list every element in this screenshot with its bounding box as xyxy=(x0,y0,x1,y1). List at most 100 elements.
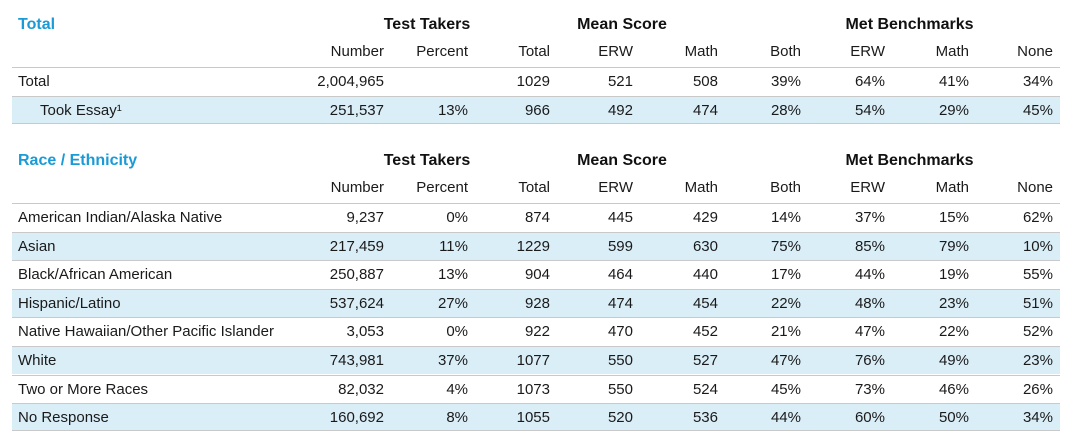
cell-none: 62% xyxy=(1022,209,1053,226)
cell-erw: 599 xyxy=(607,237,633,255)
cell-number: 251,537 xyxy=(329,101,384,119)
cell-both: 75% xyxy=(770,237,801,255)
cell-percent: 13% xyxy=(437,101,468,119)
cell-math: 474 xyxy=(692,101,718,119)
cell-erw: 521 xyxy=(607,73,633,90)
col-header-none: None xyxy=(1017,179,1053,196)
cell-number: 9,237 xyxy=(346,209,384,226)
cell-number: 3,053 xyxy=(346,323,384,341)
cell-erw: 550 xyxy=(607,352,633,369)
cell-both: 39% xyxy=(770,73,801,90)
row-label: White xyxy=(18,352,57,369)
total-section: Total Test Takers Mean Score Met Benchma… xyxy=(12,10,1060,128)
row-label: No Response xyxy=(18,409,109,427)
cell-met-math: 79% xyxy=(938,237,969,255)
row-label: Native Hawaiian/Other Pacific Islander xyxy=(18,323,274,341)
cell-total: 966 xyxy=(524,101,550,119)
col-header-erw: ERW xyxy=(598,43,633,60)
race-section: Race / Ethnicity Test Takers Mean Score … xyxy=(12,146,1060,440)
cell-number: 160,692 xyxy=(329,409,384,427)
group-header-met-benchmarks: Met Benchmarks xyxy=(845,152,974,169)
cell-erw: 474 xyxy=(607,294,633,312)
cell-percent: 8% xyxy=(446,409,468,427)
cell-total: 1229 xyxy=(516,237,550,255)
cell-erw: 464 xyxy=(607,266,633,284)
cell-met-erw: 37% xyxy=(854,209,885,226)
cell-percent: 0% xyxy=(446,323,468,341)
cell-both: 22% xyxy=(770,294,801,312)
cell-none: 52% xyxy=(1022,323,1053,341)
cell-met-erw: 64% xyxy=(854,73,885,90)
cell-met-math: 15% xyxy=(938,209,969,226)
cell-percent: 11% xyxy=(439,237,468,255)
cell-number: 743,981 xyxy=(329,352,384,369)
cell-none: 23% xyxy=(1022,352,1053,369)
cell-none: 55% xyxy=(1022,266,1053,284)
cell-number: 217,459 xyxy=(329,237,384,255)
row-label: Total xyxy=(18,73,50,90)
col-header-erw: ERW xyxy=(598,179,633,196)
table-row: Total 2,004,965 1029 521 508 39% 64% 41% 34% xyxy=(12,67,1060,95)
cell-total: 904 xyxy=(524,266,550,284)
col-header-math: Math xyxy=(684,43,718,60)
cell-met-math: 46% xyxy=(938,380,969,398)
cell-met-erw: 73% xyxy=(854,380,885,398)
cell-none: 34% xyxy=(1022,73,1053,90)
cell-both: 14% xyxy=(770,209,801,226)
col-header-both: Both xyxy=(770,179,801,196)
cell-met-erw: 60% xyxy=(854,409,885,427)
cell-both: 45% xyxy=(770,380,801,398)
col-header-none: None xyxy=(1017,43,1053,60)
table-row: No Response 160,692 8% 1055 520 536 44% 60% 50% 3… xyxy=(12,403,1060,432)
table-row: White 743,981 37% 1077 550 527 47% 76% 49% 23% xyxy=(12,346,1060,374)
cell-met-math: 49% xyxy=(938,352,969,369)
group-header-mean-score: Mean Score xyxy=(577,152,667,169)
cell-erw: 520 xyxy=(607,409,633,427)
cell-erw: 445 xyxy=(607,209,633,226)
cell-both: 17% xyxy=(770,266,801,284)
row-label: Hispanic/Latino xyxy=(18,294,121,312)
cell-met-math: 22% xyxy=(938,323,969,341)
cell-met-erw: 85% xyxy=(854,237,885,255)
section-title-total: Total xyxy=(18,16,56,33)
cell-met-erw: 76% xyxy=(854,352,885,369)
col-header-total: Total xyxy=(518,43,550,60)
cell-met-math: 19% xyxy=(938,266,969,284)
section-title-race: Race / Ethnicity xyxy=(18,152,138,169)
cell-math: 429 xyxy=(692,209,718,226)
table-row: Asian 217,459 11% 1229 599 630 75% 85% 79% 10% xyxy=(12,231,1060,260)
table-row: Hispanic/Latino 537,624 27% 928 474 454 22% 48%… xyxy=(12,288,1060,317)
cell-none: 51% xyxy=(1022,294,1053,312)
cell-total: 1077 xyxy=(516,352,550,369)
row-label: Black/African American xyxy=(18,266,173,284)
group-header-test-takers: Test Takers xyxy=(383,152,471,169)
table-row: Two or More Races 82,032 4% 1073 550 524 45% 73… xyxy=(12,374,1060,403)
group-header-met-benchmarks: Met Benchmarks xyxy=(845,16,974,33)
col-header-percent: Percent xyxy=(416,43,468,60)
cell-percent: 13% xyxy=(437,266,468,284)
cell-both: 21% xyxy=(770,323,801,341)
col-header-met-math: Math xyxy=(935,43,969,60)
col-header-met-erw: ERW xyxy=(850,179,885,196)
cell-met-math: 50% xyxy=(938,409,969,427)
cell-number: 2,004,965 xyxy=(317,73,384,90)
cell-met-math: 41% xyxy=(938,73,969,90)
cell-erw: 470 xyxy=(607,323,633,341)
cell-none: 10% xyxy=(1022,237,1053,255)
cell-both: 47% xyxy=(770,352,801,369)
cell-met-erw: 44% xyxy=(854,266,885,284)
cell-math: 527 xyxy=(692,352,718,369)
cell-met-erw: 48% xyxy=(854,294,885,312)
col-header-percent: Percent xyxy=(416,179,468,196)
col-header-number: Number xyxy=(330,179,384,196)
cell-number: 82,032 xyxy=(338,380,384,398)
cell-none: 26% xyxy=(1022,380,1053,398)
col-header-met-erw: ERW xyxy=(850,43,885,60)
cell-percent: 27% xyxy=(437,294,468,312)
row-label: Two or More Races xyxy=(18,380,149,398)
cell-math: 536 xyxy=(692,409,718,427)
cell-met-erw: 47% xyxy=(854,323,885,341)
cell-both: 44% xyxy=(770,409,801,427)
cell-met-math: 29% xyxy=(938,101,969,119)
cell-percent: 0% xyxy=(446,209,468,226)
